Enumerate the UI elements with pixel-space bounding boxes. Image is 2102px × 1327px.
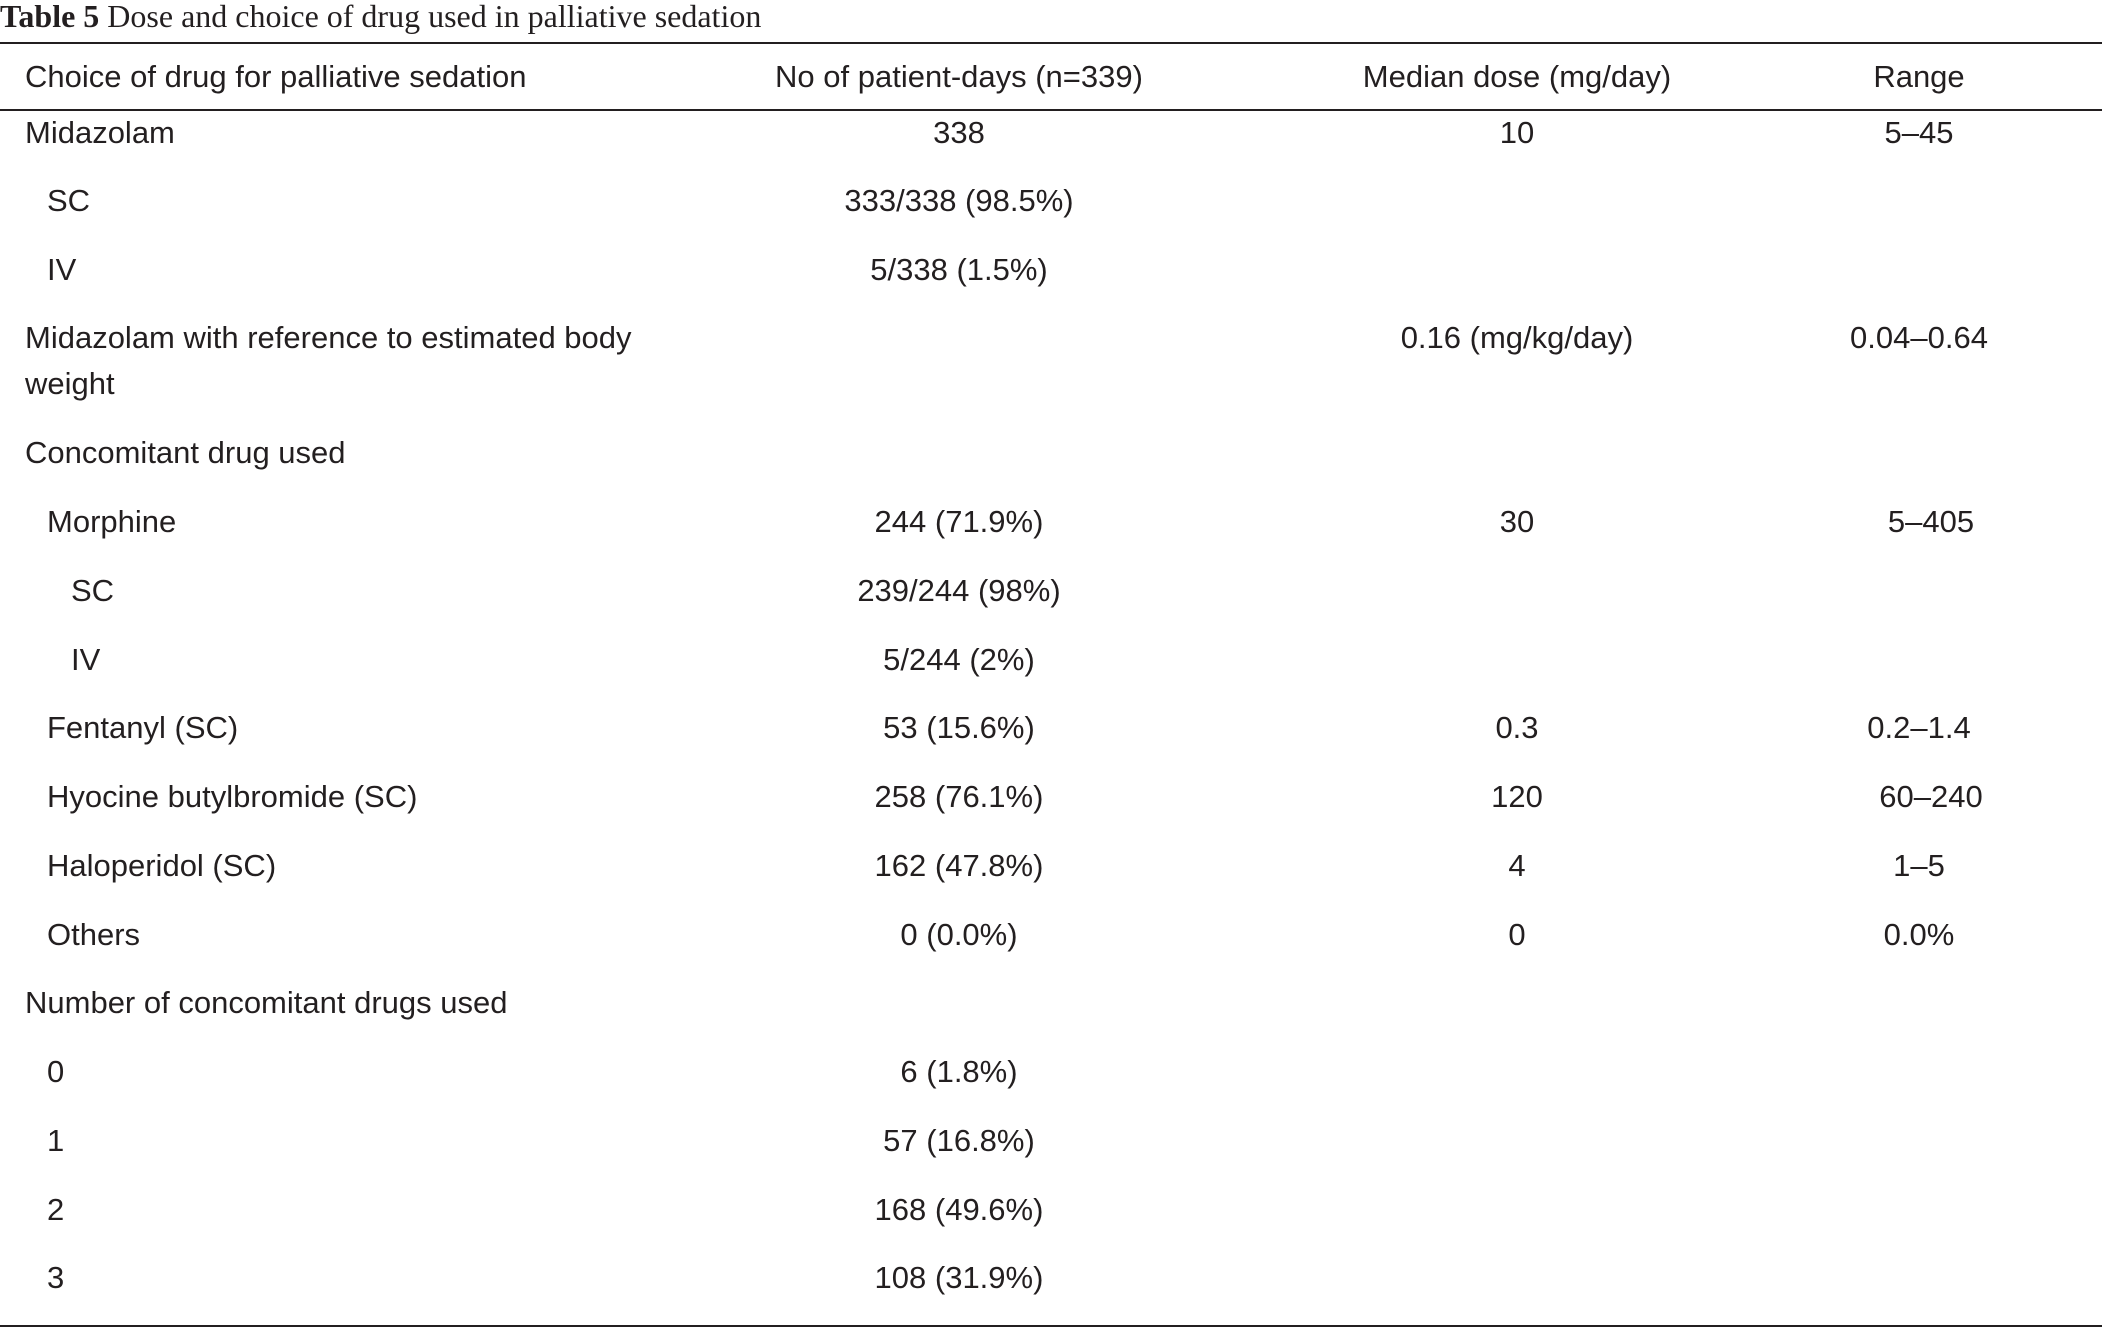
row-drug: IV bbox=[47, 251, 77, 287]
table-row: Morphine 244 (71.9%) 30 5–405 bbox=[0, 499, 2102, 568]
row-patient-days: 5/244 (2%) bbox=[883, 641, 1035, 677]
row-median-dose bbox=[1278, 1255, 1750, 1324]
table-row: 0 6 (1.8%) bbox=[0, 1049, 2102, 1118]
row-median-dose bbox=[1278, 568, 1750, 637]
row-drug: Number of concomitant drugs used bbox=[25, 985, 508, 1021]
row-range: 1–5 bbox=[1893, 847, 1945, 883]
table-bottom-rule bbox=[0, 1325, 2102, 1327]
row-range: 0.04–0.64 bbox=[1850, 320, 1988, 356]
table-caption-text: Dose and choice of drug used in palliati… bbox=[107, 0, 762, 34]
row-drug: 2 bbox=[47, 1191, 65, 1227]
row-drug: Others bbox=[47, 916, 141, 952]
row-median-dose: 4 bbox=[1508, 847, 1526, 883]
row-patient-days: 57 (16.8%) bbox=[883, 1122, 1035, 1158]
row-patient-days: 258 (76.1%) bbox=[874, 779, 1044, 814]
table-row: Concomitant drug used bbox=[0, 430, 2102, 499]
row-drug: Midazolam bbox=[25, 115, 175, 150]
row-patient-days: 168 (49.6%) bbox=[874, 1191, 1044, 1227]
table-row: 2 168 (49.6%) bbox=[0, 1187, 2102, 1256]
row-median-dose bbox=[1278, 1118, 1750, 1187]
table-row: Midazolam with reference to estimated bo… bbox=[0, 315, 2102, 430]
row-range bbox=[1750, 247, 2102, 316]
row-drug: IV bbox=[71, 641, 101, 677]
table-row: Fentanyl (SC) 53 (15.6%) 0.3 0.2–1.4 bbox=[0, 705, 2102, 774]
row-range bbox=[1750, 430, 2102, 499]
row-drug: 0 bbox=[47, 1054, 65, 1089]
row-median-dose bbox=[1278, 430, 1750, 499]
row-range: 5–405 bbox=[1887, 504, 1975, 539]
row-drug: 1 bbox=[47, 1122, 65, 1158]
row-patient-days: 0 (0.0%) bbox=[900, 916, 1018, 952]
row-drug: Concomitant drug used bbox=[25, 435, 346, 471]
row-range: 5–45 bbox=[1884, 115, 1954, 150]
row-patient-days: 333/338 (98.5%) bbox=[844, 182, 1074, 218]
row-drug: 3 bbox=[47, 1260, 65, 1296]
table-row: 3 108 (31.9%) bbox=[0, 1255, 2102, 1324]
table-row: Midazolam 338 10 5–45 bbox=[0, 109, 2102, 178]
row-drug: SC bbox=[47, 182, 91, 218]
row-range bbox=[1750, 1255, 2102, 1324]
row-range bbox=[1750, 178, 2102, 247]
row-drug: SC bbox=[71, 572, 115, 608]
table-caption-label: Table 5 bbox=[0, 0, 100, 34]
row-drug: Hyocine butylbromide (SC) bbox=[47, 779, 418, 814]
table-row: Others 0 (0.0%) 0 0.0% bbox=[0, 912, 2102, 981]
row-range bbox=[1750, 1049, 2102, 1118]
row-median-dose bbox=[1278, 980, 1750, 1049]
row-range bbox=[1750, 1118, 2102, 1187]
header-patient-days: No of patient-days (n=339) bbox=[775, 59, 1143, 94]
row-patient-days: 162 (47.8%) bbox=[874, 847, 1044, 883]
row-median-dose bbox=[1278, 247, 1750, 316]
header-median-dose: Median dose (mg/day) bbox=[1362, 59, 1672, 94]
row-median-dose bbox=[1278, 1187, 1750, 1256]
table-top-rule bbox=[0, 42, 2102, 44]
table-row: IV 5/338 (1.5%) bbox=[0, 247, 2102, 316]
row-patient-days: 239/244 (98%) bbox=[857, 572, 1061, 608]
table-header-row: Choice of drug for palliative sedation N… bbox=[0, 44, 2102, 109]
row-median-dose bbox=[1278, 1049, 1750, 1118]
table-row: SC 239/244 (98%) bbox=[0, 568, 2102, 637]
row-patient-days: 5/338 (1.5%) bbox=[870, 251, 1048, 287]
table-row: Haloperidol (SC) 162 (47.8%) 4 1–5 bbox=[0, 843, 2102, 912]
row-median-dose bbox=[1278, 637, 1750, 706]
row-range bbox=[1750, 637, 2102, 706]
row-range: 0.2–1.4 bbox=[1867, 710, 1971, 746]
row-range bbox=[1750, 980, 2102, 1049]
row-median-dose: 0 bbox=[1508, 916, 1526, 952]
row-patient-days: 108 (31.9%) bbox=[874, 1260, 1044, 1296]
table-row: IV 5/244 (2%) bbox=[0, 637, 2102, 706]
row-range bbox=[1750, 568, 2102, 637]
row-patient-days: 6 (1.8%) bbox=[900, 1054, 1018, 1089]
row-drug: Morphine bbox=[47, 504, 177, 539]
row-median-dose: 120 bbox=[1491, 779, 1543, 814]
row-range bbox=[1750, 1187, 2102, 1256]
header-range: Range bbox=[1873, 59, 1965, 94]
table-row: Number of concomitant drugs used bbox=[0, 980, 2102, 1049]
row-patient-days bbox=[640, 980, 1278, 1049]
row-median-dose: 0.3 bbox=[1495, 710, 1539, 746]
row-median-dose: 0.16 (mg/kg/day) bbox=[1400, 320, 1634, 356]
row-median-dose: 30 bbox=[1499, 504, 1535, 539]
table-row: SC 333/338 (98.5%) bbox=[0, 178, 2102, 247]
table-row: 1 57 (16.8%) bbox=[0, 1118, 2102, 1187]
row-patient-days: 244 (71.9%) bbox=[874, 504, 1044, 539]
row-patient-days: 53 (15.6%) bbox=[883, 710, 1035, 746]
row-drug: Midazolam with reference to estimated bo… bbox=[25, 320, 632, 402]
row-patient-days bbox=[640, 315, 1278, 430]
header-drug: Choice of drug for palliative sedation bbox=[25, 59, 527, 94]
row-patient-days bbox=[640, 430, 1278, 499]
row-median-dose: 10 bbox=[1499, 115, 1535, 150]
row-range: 0.0% bbox=[1883, 916, 1955, 952]
row-drug: Fentanyl (SC) bbox=[47, 710, 239, 746]
row-range: 60–240 bbox=[1879, 779, 1983, 814]
table-header-rule bbox=[0, 109, 2102, 111]
table-caption: Table 5 Dose and choice of drug used in … bbox=[0, 0, 761, 36]
table-row: Hyocine butylbromide (SC) 258 (76.1%) 12… bbox=[0, 774, 2102, 843]
row-median-dose bbox=[1278, 178, 1750, 247]
dose-table: Choice of drug for palliative sedation N… bbox=[0, 44, 2102, 1324]
row-patient-days: 338 bbox=[933, 115, 985, 150]
row-drug: Haloperidol (SC) bbox=[47, 847, 277, 883]
